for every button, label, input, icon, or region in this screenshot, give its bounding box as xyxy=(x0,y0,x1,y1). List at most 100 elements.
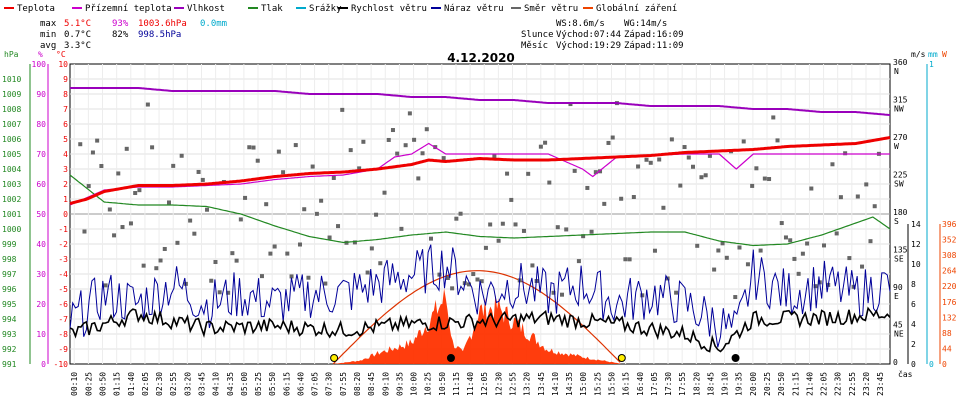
wind-direction-point xyxy=(450,286,455,291)
mm-tick-label: 1 xyxy=(929,60,934,69)
wind-direction-point xyxy=(107,207,112,212)
wind-direction-point xyxy=(606,140,611,145)
hpa-tick-label: 991 xyxy=(2,360,17,369)
wind-direction-point xyxy=(564,227,569,232)
wind-direction-point xyxy=(416,176,421,181)
hpa-tick-label: 1001 xyxy=(2,210,21,219)
wind-direction-point xyxy=(585,185,590,190)
x-tick-label: 06:40 xyxy=(296,372,305,396)
wind-direction-point xyxy=(166,200,171,205)
x-tick-label: 17:05 xyxy=(650,372,659,396)
pct-tick-label: 40 xyxy=(36,240,46,249)
wind-direction-point xyxy=(188,218,193,223)
wind-direction-point xyxy=(838,195,843,200)
stat-value: 5.1°C xyxy=(64,19,91,29)
series-radiation xyxy=(333,288,622,364)
wind-direction-point xyxy=(560,292,564,297)
wind-direction-point xyxy=(775,138,780,143)
wind-direction-point xyxy=(788,238,793,243)
wind-direction-point xyxy=(150,145,155,150)
x-tick-label: 02:55 xyxy=(169,372,178,396)
x-tick-label: 01:15 xyxy=(113,372,122,396)
series-wind-speed xyxy=(69,306,891,353)
wind-speed-max: WS:8.6m/s xyxy=(556,19,605,29)
x-tick-label: 14:35 xyxy=(565,372,574,396)
moon-rise: Východ:19:29 xyxy=(556,41,621,51)
ms-tick-label: 0 xyxy=(911,360,916,369)
pct-tick-label: 70 xyxy=(36,150,46,159)
wind-direction-point xyxy=(200,177,205,182)
hpa-tick-label: 996 xyxy=(2,285,17,294)
x-tick-label: 22:05 xyxy=(820,372,829,396)
wind-direction-point xyxy=(745,262,750,267)
hpa-tick-label: 1009 xyxy=(2,90,21,99)
series-pressure xyxy=(69,174,891,247)
x-tick-label: 00:25 xyxy=(84,372,93,396)
x-tick-label: 07:05 xyxy=(311,372,320,396)
pct-tick-label: 10 xyxy=(36,330,46,339)
wind-direction-point xyxy=(589,229,594,234)
x-tick-label: 09:35 xyxy=(395,372,404,396)
wind-direction-point xyxy=(834,231,839,236)
wind-direction-point xyxy=(319,198,324,203)
wind-direction-point xyxy=(792,256,797,261)
wind-direction-point xyxy=(703,173,708,178)
wind-direction-point xyxy=(695,243,700,248)
wind-direction-point xyxy=(112,233,117,238)
temp-tick-label: 10 xyxy=(58,60,68,69)
wind-direction-point xyxy=(593,170,598,175)
x-tick-label: 02:30 xyxy=(155,372,164,396)
sunrise-marker xyxy=(330,354,339,362)
x-tick-label: 21:40 xyxy=(805,372,814,396)
pct-tick-label: 60 xyxy=(36,180,46,189)
wind-direction-point xyxy=(420,151,425,156)
wind-direction-point xyxy=(428,236,433,241)
wind-direction-point xyxy=(348,148,353,153)
wind-direction-point xyxy=(120,225,125,230)
x-tick-label: 12:05 xyxy=(480,372,489,396)
wind-direction-point xyxy=(771,115,776,120)
wind-direction-point xyxy=(209,278,214,283)
x-tick-label: 19:35 xyxy=(735,372,744,396)
axis-label-ms: m/s xyxy=(911,50,926,59)
dir-name-label: W xyxy=(894,142,899,151)
wind-direction-point xyxy=(116,171,121,176)
wind-direction-point xyxy=(171,163,176,168)
wind-direction-point xyxy=(619,196,624,201)
wind-direction-point xyxy=(813,284,818,289)
wind-direction-point xyxy=(374,212,379,217)
wind-direction-point xyxy=(128,221,133,226)
wind-direction-point xyxy=(631,195,636,200)
x-tick-label: 15:25 xyxy=(593,372,602,396)
pct-tick-label: 20 xyxy=(36,300,46,309)
dir-name-label: S xyxy=(894,217,899,226)
wind-direction-point xyxy=(847,256,852,261)
wind-direction-point xyxy=(386,137,391,142)
sun-label: Slunce xyxy=(521,30,554,40)
wind-direction-point xyxy=(340,107,345,112)
x-tick-label: 17:55 xyxy=(678,372,687,396)
moon-label: Měsíc xyxy=(521,41,548,51)
wind-direction-point xyxy=(640,293,645,298)
wind-direction-point xyxy=(369,246,374,251)
x-tick-label: 11:15 xyxy=(452,372,461,396)
x-tick-label: 17:30 xyxy=(664,372,673,396)
stat-value: 1003.6hPa xyxy=(138,19,187,29)
wind-direction-point xyxy=(90,150,95,155)
temp-tick-label: -9 xyxy=(58,345,68,354)
x-tick-label: 02:05 xyxy=(141,372,150,396)
temp-tick-label: 8 xyxy=(63,90,68,99)
legend-item-label: Směr větru xyxy=(524,4,578,14)
wind-direction-point xyxy=(521,228,526,233)
wind-direction-point xyxy=(661,205,666,210)
x-tick-label: 18:20 xyxy=(692,372,701,396)
wind-direction-point xyxy=(437,272,442,277)
axis-label-w: W xyxy=(942,50,947,59)
x-tick-label: 05:25 xyxy=(254,372,263,396)
wind-direction-point xyxy=(602,201,607,206)
temp-tick-label: 0 xyxy=(63,210,68,219)
x-tick-label: 05:50 xyxy=(268,372,277,396)
x-tick-label: 13:20 xyxy=(523,372,532,396)
hpa-tick-label: 1002 xyxy=(2,195,21,204)
temp-tick-label: -4 xyxy=(58,270,68,279)
